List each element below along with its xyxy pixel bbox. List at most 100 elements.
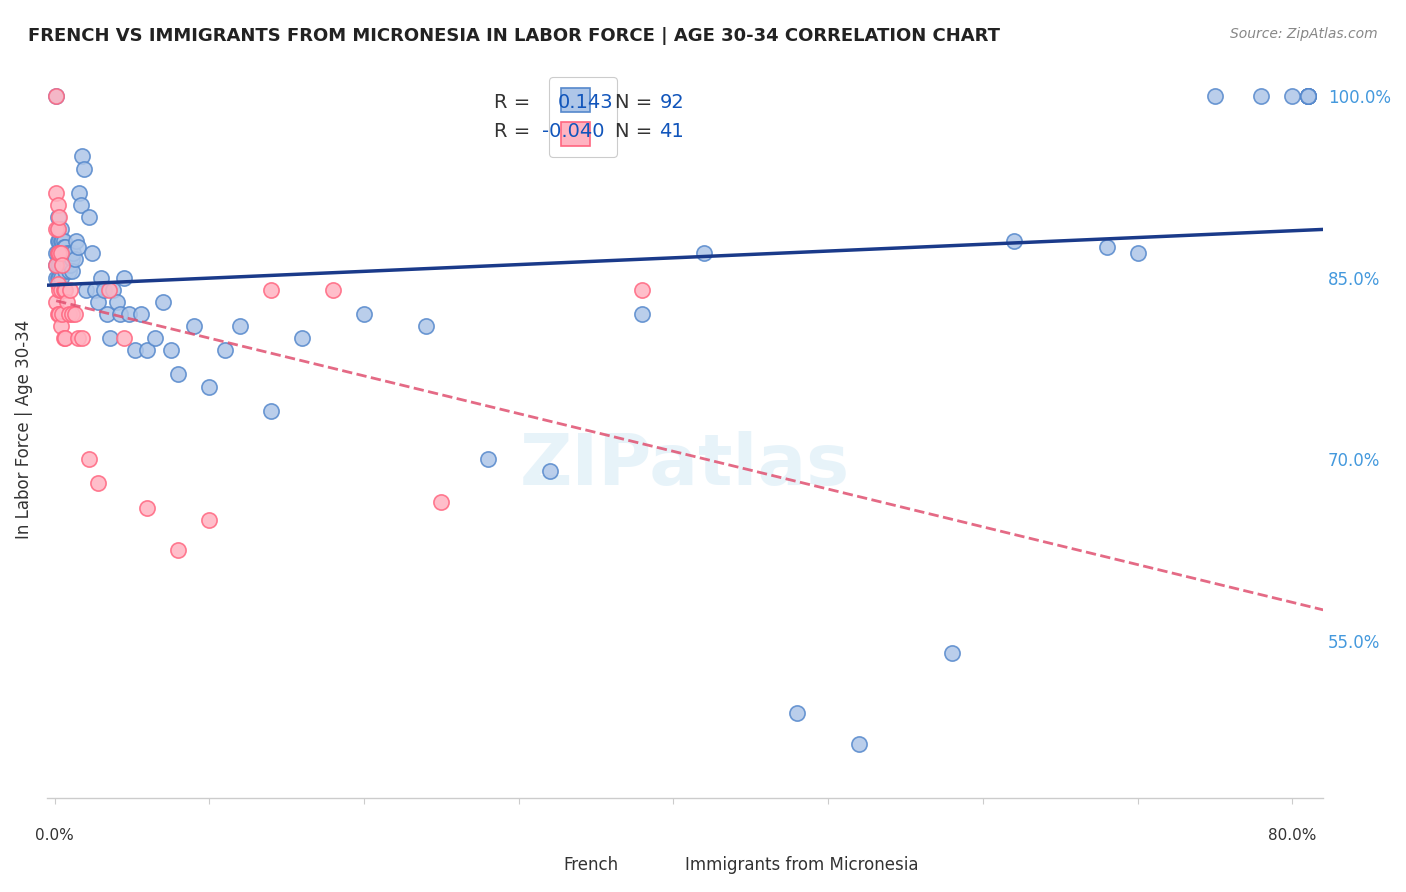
Point [46, 307, 69, 321]
Point [60, 252, 83, 267]
Text: 0.0%: 0.0% [35, 829, 75, 844]
Point [52, 331, 75, 345]
Point [1281, 89, 1303, 103]
Point [45, 270, 67, 285]
Point [77, 452, 100, 467]
Point [49, 246, 72, 260]
Point [46, 259, 69, 273]
Point [48, 307, 70, 321]
Point [45, 89, 67, 103]
Point [48, 259, 70, 273]
Text: French: French [562, 856, 619, 874]
Point [46, 210, 69, 224]
Point [59, 259, 82, 273]
Point [45, 259, 67, 273]
Y-axis label: In Labor Force | Age 30-34: In Labor Force | Age 30-34 [15, 319, 32, 539]
Point [63, 307, 86, 321]
Point [52, 234, 75, 248]
Point [80, 246, 103, 260]
Point [46, 277, 69, 291]
Point [55, 240, 77, 254]
Point [49, 270, 72, 285]
Point [1250, 89, 1272, 103]
Point [73, 161, 96, 176]
Point [1002, 234, 1025, 248]
Point [103, 283, 125, 297]
Point [1296, 89, 1319, 103]
Point [1296, 89, 1319, 103]
Point [108, 307, 131, 321]
Point [55, 264, 77, 278]
Point [46, 270, 69, 285]
Point [48, 283, 70, 297]
Point [631, 307, 654, 321]
Point [49, 259, 72, 273]
Point [45, 246, 67, 260]
Point [631, 283, 654, 297]
Point [72, 331, 94, 345]
Text: N =: N = [614, 93, 652, 112]
Point [430, 494, 453, 508]
Text: Source: ZipAtlas.com: Source: ZipAtlas.com [1230, 27, 1378, 41]
Point [105, 294, 128, 309]
Point [48, 246, 70, 260]
Point [60, 307, 83, 321]
Point [1126, 246, 1149, 260]
Point [136, 343, 159, 358]
Text: 92: 92 [659, 93, 685, 112]
Point [353, 307, 375, 321]
Point [46, 234, 69, 248]
Point [48, 246, 70, 260]
Text: -0.040: -0.040 [543, 122, 605, 141]
Point [63, 252, 86, 267]
Point [51, 234, 73, 248]
Text: R =: R = [494, 122, 530, 141]
Point [786, 706, 808, 721]
Point [58, 264, 80, 278]
Point [152, 294, 174, 309]
Point [46, 222, 69, 236]
Text: N =: N = [614, 122, 652, 141]
Point [52, 283, 75, 297]
Point [1296, 89, 1319, 103]
Point [143, 331, 166, 345]
Point [136, 500, 159, 515]
Point [45, 259, 67, 273]
Text: 41: 41 [659, 122, 685, 141]
Text: R =: R = [494, 93, 530, 112]
Text: 80.0%: 80.0% [1268, 829, 1316, 844]
Text: ZIPatlas: ZIPatlas [520, 432, 851, 500]
Point [75, 283, 97, 297]
Point [55, 283, 77, 297]
Point [322, 283, 344, 297]
Point [49, 318, 72, 333]
Point [48, 270, 70, 285]
Point [198, 513, 221, 527]
Point [198, 379, 221, 393]
Point [52, 252, 75, 267]
Point [49, 283, 72, 297]
Point [58, 307, 80, 321]
Point [229, 318, 252, 333]
Point [55, 331, 77, 345]
Point [1296, 89, 1319, 103]
Point [48, 234, 70, 248]
Point [96, 307, 118, 321]
Text: Immigrants from Micronesia: Immigrants from Micronesia [685, 856, 918, 874]
Point [87, 476, 110, 491]
Point [98, 331, 121, 345]
Point [66, 240, 89, 254]
Point [45, 186, 67, 200]
Point [62, 246, 84, 260]
Point [51, 259, 73, 273]
Point [159, 343, 181, 358]
Point [46, 246, 69, 260]
Point [538, 464, 561, 478]
Point [93, 283, 115, 297]
Point [1296, 89, 1319, 103]
Point [167, 543, 190, 558]
Point [72, 149, 94, 163]
Point [118, 307, 141, 321]
Point [87, 294, 110, 309]
Point [51, 259, 73, 273]
